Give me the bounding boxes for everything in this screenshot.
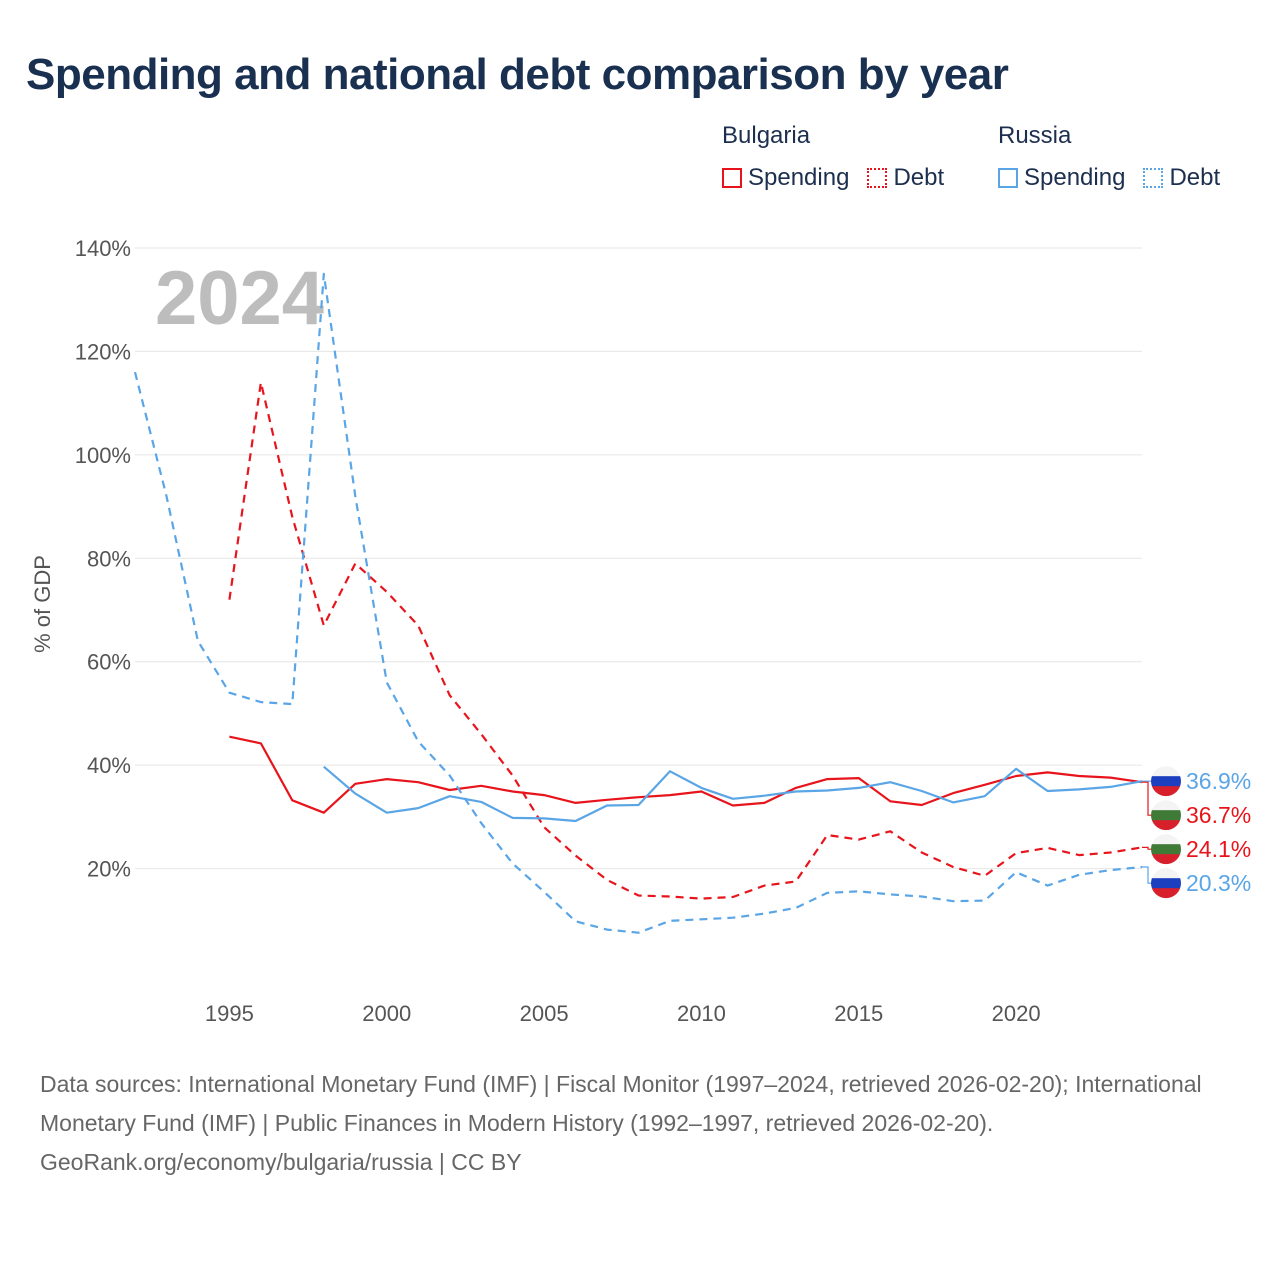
legend-item-label: Debt	[1169, 164, 1221, 191]
bulgaria-flag-icon	[1151, 800, 1181, 831]
end-marker: 20.3%	[1142, 866, 1251, 899]
y-tick-label: 20%	[87, 857, 131, 882]
end-marker: 36.9%	[1142, 766, 1251, 797]
legend-group-name: Bulgaria	[722, 122, 811, 149]
footer: Data sources: International Monetary Fun…	[40, 1065, 1240, 1182]
end-marker: 36.7%	[1142, 781, 1251, 831]
end-markers: 36.9% 36.7% 24.1% 20.3%	[1142, 766, 1251, 899]
end-value-label: 20.3%	[1186, 870, 1251, 896]
x-tick-label: 2000	[362, 1001, 411, 1026]
gridlines	[135, 247, 1142, 870]
legend-item-bulgaria-debt[interactable]: Debt	[867, 164, 944, 192]
y-tick-label: 60%	[87, 650, 131, 675]
series-line	[323, 765, 1143, 823]
end-value-label: 36.9%	[1186, 768, 1251, 794]
legend-item-bulgaria-spending[interactable]: Spending	[722, 164, 849, 192]
bulgaria-flag-icon	[1151, 834, 1181, 865]
legend-item-label: Spending	[748, 164, 850, 191]
legend-item-russia-debt[interactable]: Debt	[1143, 164, 1220, 192]
end-value-label: 36.7%	[1186, 802, 1251, 828]
y-tick-label: 140%	[75, 236, 131, 261]
series-line	[229, 735, 1143, 814]
x-tick-label: 1995	[205, 1001, 254, 1026]
x-tick-label: 2015	[834, 1001, 883, 1026]
data-sources: Data sources: International Monetary Fun…	[40, 1071, 1202, 1136]
solid-swatch-icon	[722, 168, 742, 188]
series-line	[133, 272, 1143, 934]
russia-flag-icon	[1151, 766, 1181, 797]
x-axis-ticks: 1995 2000 2005 2010 2015 2020	[205, 1001, 1041, 1026]
dotted-swatch-icon	[1143, 168, 1164, 188]
y-axis-label: % of GDP	[30, 555, 55, 653]
legend-group-name: Russia	[998, 122, 1072, 149]
legend-group-russia: Russia Spending Debt	[998, 122, 1220, 192]
year-overlay: 2024	[155, 256, 324, 341]
end-marker: 24.1%	[1142, 834, 1251, 865]
solid-swatch-icon	[998, 168, 1018, 188]
y-axis-ticks: 20% 40% 60% 80% 100% 120% 140%	[75, 236, 131, 882]
series-line	[228, 381, 1143, 900]
page-title: Spending and national debt comparison by…	[26, 50, 1009, 99]
y-tick-label: 40%	[87, 753, 131, 778]
end-value-label: 24.1%	[1186, 836, 1251, 862]
x-tick-label: 2005	[520, 1001, 569, 1026]
legend-item-label: Debt	[893, 164, 945, 191]
legend-group-bulgaria: Bulgaria Spending Debt	[722, 122, 944, 192]
y-tick-label: 80%	[87, 546, 131, 571]
dotted-swatch-icon	[867, 168, 888, 188]
legend-item-label: Spending	[1024, 164, 1126, 191]
y-tick-label: 100%	[75, 443, 131, 468]
credit-link[interactable]: GeoRank.org/economy/bulgaria/russia | CC…	[40, 1149, 522, 1175]
x-tick-label: 2010	[677, 1001, 726, 1026]
legend-item-russia-spending[interactable]: Spending	[998, 164, 1125, 192]
russia-flag-icon	[1151, 868, 1181, 899]
y-tick-label: 120%	[75, 339, 131, 364]
x-tick-label: 2020	[992, 1001, 1041, 1026]
series-lines	[133, 272, 1143, 934]
